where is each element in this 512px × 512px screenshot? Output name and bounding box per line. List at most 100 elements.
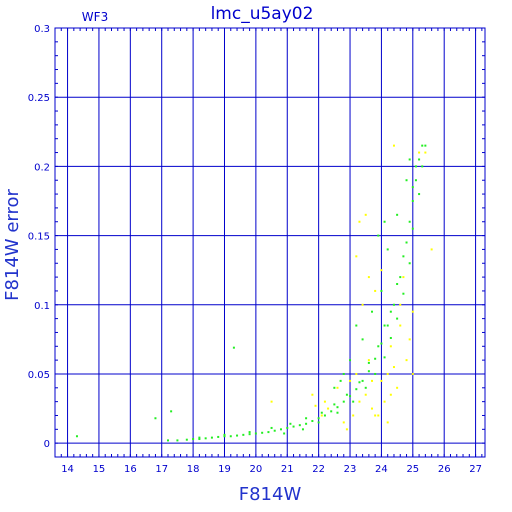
data-point (327, 407, 330, 410)
data-point (377, 234, 380, 237)
data-point (333, 386, 336, 389)
data-point (399, 303, 402, 306)
data-point (345, 393, 348, 396)
data-point (305, 422, 308, 425)
data-point (248, 433, 251, 436)
data-point (232, 346, 235, 349)
data-point (392, 366, 395, 369)
data-point (392, 144, 395, 147)
chart-title: lmc_u5ay02 (211, 4, 314, 24)
data-point (270, 400, 273, 403)
data-point (242, 433, 245, 436)
data-point (402, 255, 405, 258)
data-point (358, 400, 361, 403)
data-point (421, 144, 424, 147)
x-tick-label: 22 (312, 464, 325, 475)
data-point (383, 356, 386, 359)
data-point (411, 310, 414, 313)
x-tick-label: 25 (406, 464, 419, 475)
data-point (411, 186, 414, 189)
data-point (210, 436, 213, 439)
y-tick-label: 0.15 (28, 232, 50, 243)
data-point (270, 426, 273, 429)
data-point (377, 345, 380, 348)
x-tick-label: 14 (61, 464, 74, 475)
data-point (405, 241, 408, 244)
data-point (248, 431, 251, 434)
data-point (411, 372, 414, 375)
data-point (292, 425, 295, 428)
data-point (333, 403, 336, 406)
data-point (320, 411, 323, 414)
data-point (289, 422, 292, 425)
data-point (358, 220, 361, 223)
data-point (386, 421, 389, 424)
data-point (389, 345, 392, 348)
data-point (342, 372, 345, 375)
data-point (311, 420, 314, 423)
data-point (352, 414, 355, 417)
data-point (358, 381, 361, 384)
data-point (389, 393, 392, 396)
data-point (317, 421, 320, 424)
y-tick-label: 0.25 (28, 93, 50, 104)
data-point (380, 379, 383, 382)
data-point (418, 193, 421, 196)
data-point (411, 199, 414, 202)
data-point (371, 379, 374, 382)
data-point (166, 439, 169, 442)
data-point (396, 213, 399, 216)
data-point (408, 220, 411, 223)
data-point (314, 404, 317, 407)
data-point (154, 417, 157, 420)
y-tick-label: 0.2 (34, 162, 50, 173)
x-axis-label: F814W (239, 484, 302, 505)
data-point (374, 289, 377, 292)
x-tick-label: 26 (438, 464, 451, 475)
y-tick-label: 0.1 (34, 301, 50, 312)
data-point (361, 303, 364, 306)
data-point (330, 410, 333, 413)
data-point (383, 324, 386, 327)
data-point (402, 276, 405, 279)
data-point (374, 372, 377, 375)
x-tick-label: 15 (93, 464, 106, 475)
data-point (408, 158, 411, 161)
x-tick-label: 24 (375, 464, 388, 475)
data-point (389, 310, 392, 313)
data-point (261, 431, 264, 434)
data-point (355, 255, 358, 258)
data-point (355, 388, 358, 391)
x-tick-label: 16 (124, 464, 137, 475)
data-point (342, 400, 345, 403)
data-point (283, 432, 286, 435)
data-point (223, 433, 226, 436)
data-point (75, 435, 78, 438)
data-point (380, 289, 383, 292)
data-point (374, 414, 377, 417)
data-point (421, 165, 424, 168)
data-point (386, 372, 389, 375)
data-point (383, 400, 386, 403)
data-point (223, 435, 226, 438)
data-point (355, 324, 358, 327)
data-point (383, 220, 386, 223)
data-point (380, 269, 383, 272)
data-point (198, 438, 201, 441)
data-point (396, 283, 399, 286)
data-point (323, 414, 326, 417)
data-point (317, 417, 320, 420)
data-point (364, 386, 367, 389)
data-point (380, 342, 383, 345)
x-tick-label: 18 (187, 464, 200, 475)
data-point (418, 158, 421, 161)
data-point (386, 324, 389, 327)
data-point (305, 417, 308, 420)
scatter-points (75, 144, 433, 442)
data-point (336, 411, 339, 414)
data-point (279, 428, 282, 431)
data-point (371, 310, 374, 313)
data-point (389, 336, 392, 339)
data-point (408, 338, 411, 341)
data-point (349, 359, 352, 362)
